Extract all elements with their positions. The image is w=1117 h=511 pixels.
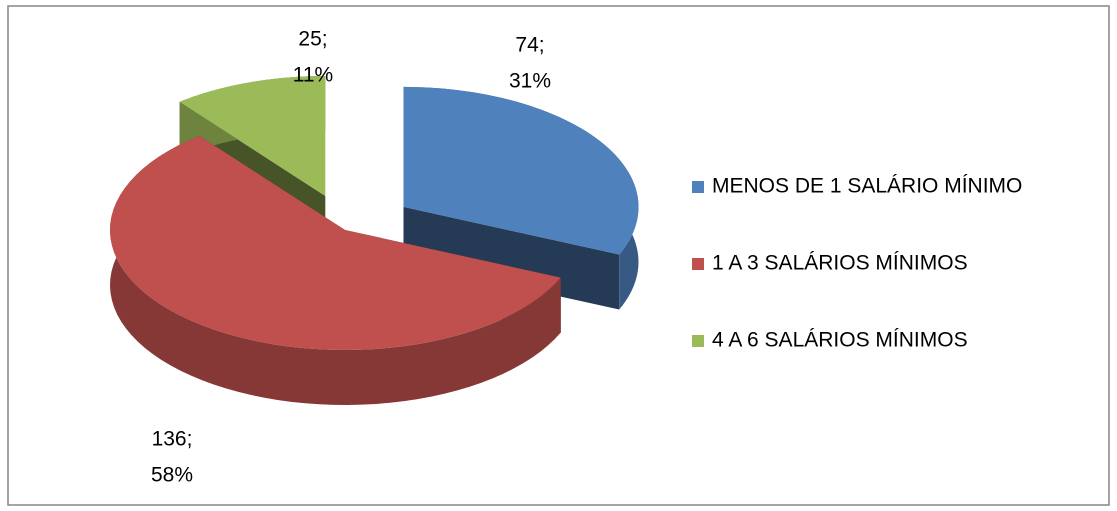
- slice-wall: [110, 135, 561, 405]
- legend-swatch: [692, 335, 704, 347]
- value-label: 136;: [152, 428, 193, 451]
- slice: [110, 135, 561, 350]
- value-label: 25;: [298, 28, 327, 51]
- legend-label: MENOS DE 1 SALÁRIO MÍNIMO: [712, 175, 1022, 198]
- slice-side: [403, 206, 620, 310]
- percent-label: 11%: [293, 64, 333, 87]
- legend-label: 4 A 6 SALÁRIOS MÍNIMOS: [712, 329, 968, 352]
- legend-label: 1 A 3 SALÁRIOS MÍNIMOS: [712, 252, 968, 275]
- value-label: 74;: [515, 34, 544, 57]
- legend-swatch: [692, 258, 704, 270]
- slice: [403, 86, 639, 255]
- percent-label: 58%: [151, 464, 193, 487]
- percent-label: 31%: [509, 70, 551, 93]
- slice: [179, 75, 326, 196]
- legend-swatch: [692, 181, 704, 193]
